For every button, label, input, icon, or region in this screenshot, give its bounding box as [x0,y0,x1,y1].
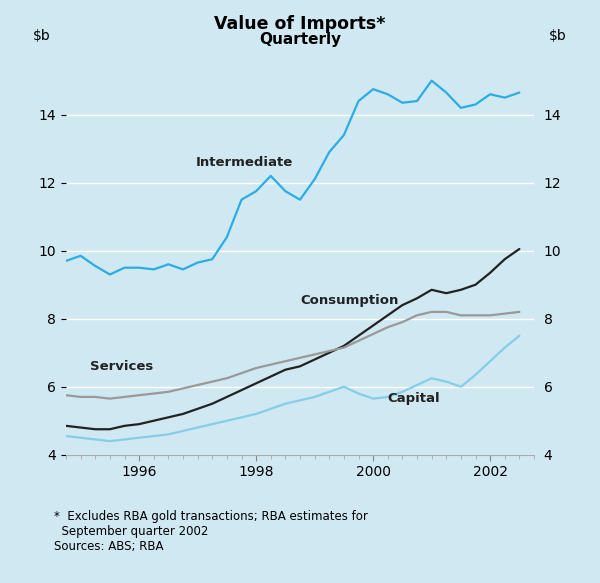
Text: $b: $b [33,29,51,43]
Text: Capital: Capital [388,392,440,405]
Text: Value of Imports*: Value of Imports* [214,15,386,33]
Text: $b: $b [549,29,567,43]
Text: Consumption: Consumption [301,293,399,307]
Text: *  Excludes RBA gold transactions; RBA estimates for
  September quarter 2002
So: * Excludes RBA gold transactions; RBA es… [54,510,368,553]
Text: Quarterly: Quarterly [259,32,341,47]
Text: Services: Services [90,360,153,373]
Text: Intermediate: Intermediate [196,156,293,168]
